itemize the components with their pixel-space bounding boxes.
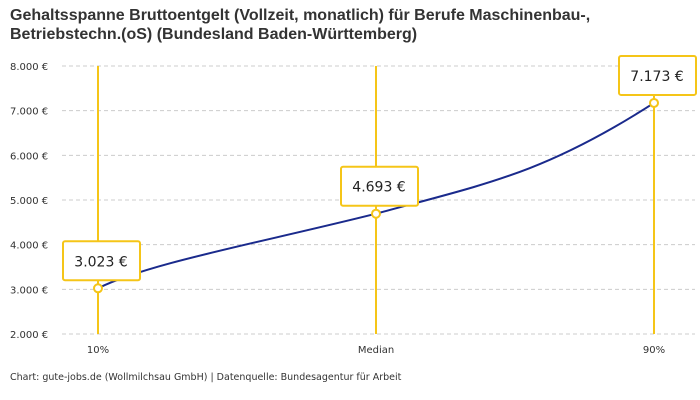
data-point: [93, 283, 103, 294]
x-tick-label: Median: [358, 345, 394, 356]
y-tick-label: 5.000 €: [10, 196, 48, 207]
data-point: [649, 97, 659, 108]
y-tick-label: 8.000 €: [10, 62, 48, 73]
value-label-box: [618, 54, 697, 96]
value-label: 3.023 €: [74, 254, 127, 270]
y-tick-label: 7.000 €: [10, 107, 48, 118]
chart-title: Gehaltsspanne Bruttoentgelt (Vollzeit, m…: [10, 7, 590, 24]
value-label: 4.693 €: [352, 180, 405, 196]
value-label-box: [62, 240, 141, 282]
y-tick-label: 6.000 €: [10, 151, 48, 162]
value-label: 7.173 €: [630, 69, 683, 85]
y-tick-label: 4.000 €: [10, 241, 48, 252]
data-point: [371, 208, 381, 219]
y-tick-label: 2.000 €: [10, 330, 48, 341]
x-tick-label: 10%: [87, 345, 109, 356]
chart-title: Betriebstechn.(oS) (Bundesland Baden-Wür…: [10, 26, 417, 43]
source-text: Chart: gute-jobs.de (Wollmilchsau GmbH) …: [10, 372, 402, 383]
x-tick-label: 90%: [643, 345, 665, 356]
y-tick-label: 3.000 €: [10, 285, 48, 296]
value-label-box: [340, 165, 419, 207]
